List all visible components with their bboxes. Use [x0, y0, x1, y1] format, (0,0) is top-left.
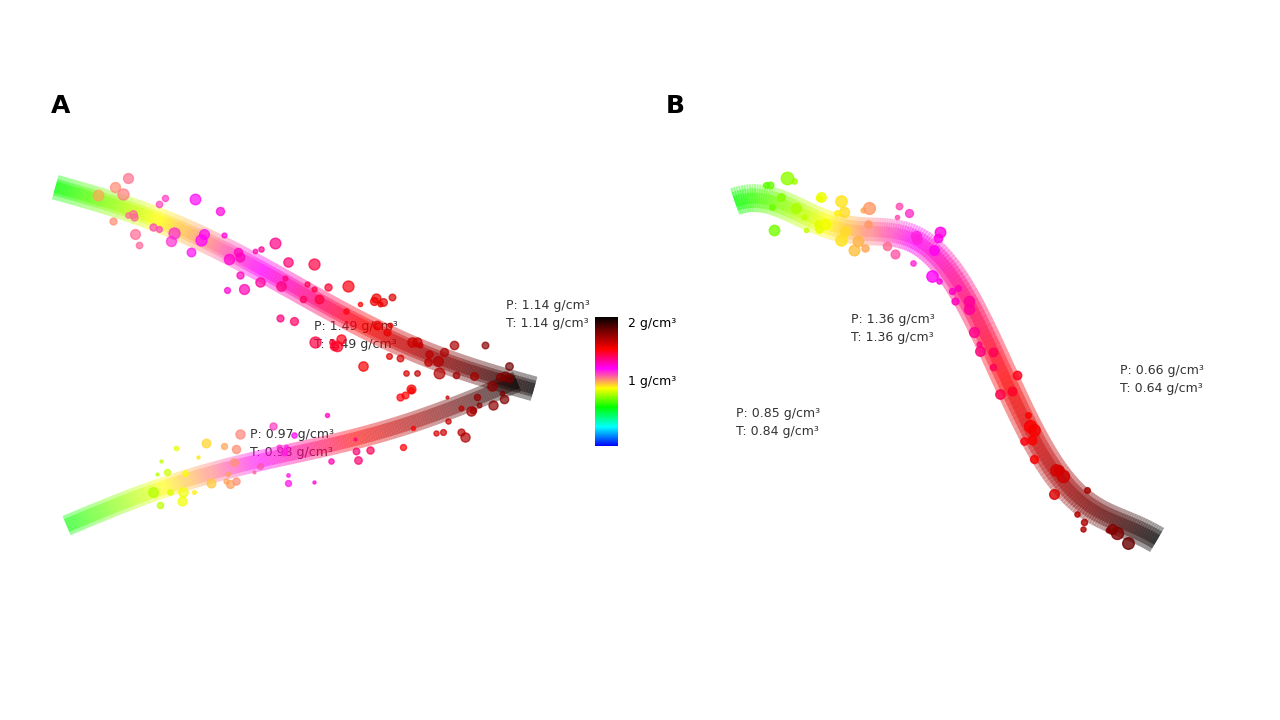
Text: B: B: [666, 94, 685, 117]
Text: P: 0.66 g/cm³
T: 0.64 g/cm³: P: 0.66 g/cm³ T: 0.64 g/cm³: [1120, 364, 1204, 395]
Text: 2 g/cm³: 2 g/cm³: [628, 317, 677, 330]
Text: P: 0.85 g/cm³
T: 0.84 g/cm³: P: 0.85 g/cm³ T: 0.84 g/cm³: [736, 407, 820, 438]
Text: 1 g/cm³: 1 g/cm³: [628, 375, 677, 388]
Text: A: A: [51, 94, 70, 117]
Text: P: 1.14 g/cm³
T: 1.14 g/cm³: P: 1.14 g/cm³ T: 1.14 g/cm³: [506, 299, 589, 330]
Text: P: 1.36 g/cm³
T: 1.36 g/cm³: P: 1.36 g/cm³ T: 1.36 g/cm³: [851, 313, 934, 344]
Text: P: 1.49 g/cm³
T: 1.49 g/cm³: P: 1.49 g/cm³ T: 1.49 g/cm³: [314, 320, 397, 351]
Text: P: 0.97 g/cm³
T: 0.98 g/cm³: P: 0.97 g/cm³ T: 0.98 g/cm³: [250, 428, 334, 459]
